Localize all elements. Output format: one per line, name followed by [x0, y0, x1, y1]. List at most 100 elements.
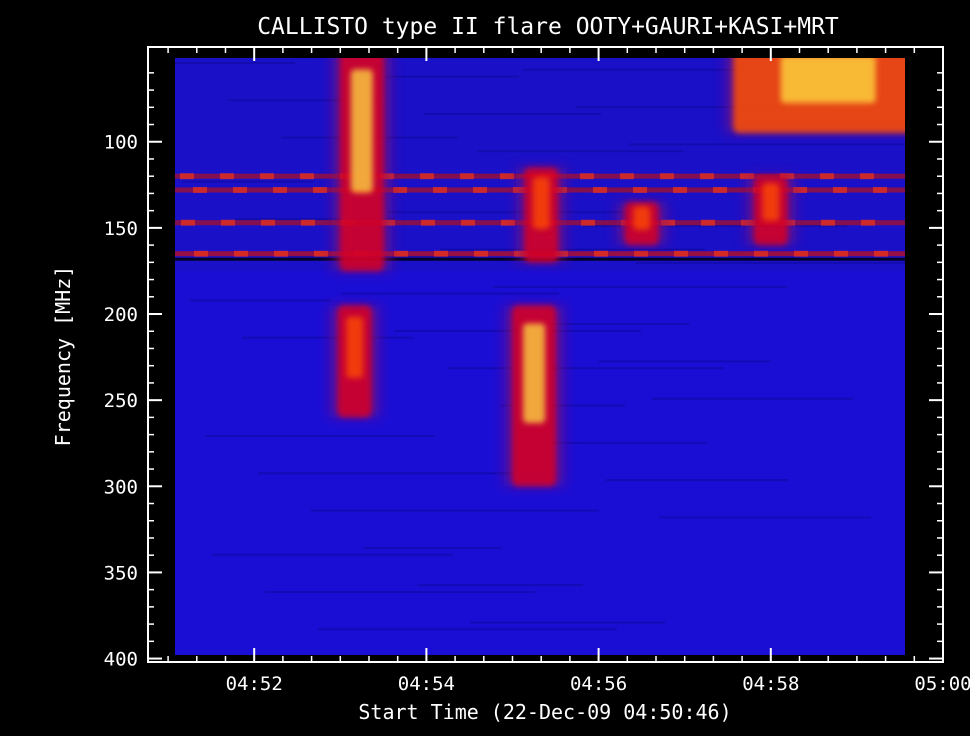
rfi-band-dash: [274, 250, 288, 257]
noise-streak: [652, 397, 853, 400]
y-axis-label: Frequency [MHz]: [51, 266, 75, 447]
noise-streak: [318, 628, 617, 631]
rfi-band-dash: [821, 219, 835, 226]
noise-streak: [440, 248, 705, 251]
noise-streak: [189, 299, 331, 302]
y-tick-label: 200: [104, 304, 138, 326]
rfi-band-dash: [701, 219, 715, 226]
plot-frame: [147, 46, 944, 663]
noise-streak: [553, 441, 707, 444]
noise-streak: [576, 106, 829, 109]
x-axis-label: Start Time (22-Dec-09 04:50:46): [358, 700, 731, 724]
rfi-band-dash: [714, 250, 728, 257]
rfi-band-dash: [593, 186, 607, 193]
noise-streak: [523, 68, 747, 71]
rfi-band-dash: [661, 219, 675, 226]
rfi-band-dash: [834, 250, 848, 257]
burst-core: [346, 316, 364, 379]
rfi-band-dash: [634, 250, 648, 257]
y-tick-label: 150: [104, 218, 138, 240]
x-tick-label: 04:52: [226, 673, 283, 695]
rfi-band-dash: [794, 250, 808, 257]
rfi-band-dash: [873, 186, 887, 193]
rfi-band-dash: [461, 219, 475, 226]
rfi-band-dash: [674, 250, 688, 257]
rfi-band-dash: [673, 186, 687, 193]
noise-streak: [447, 367, 723, 370]
rfi-band-dash: [620, 173, 634, 180]
rfi-band-dash: [433, 186, 447, 193]
rfi-band-dash: [393, 186, 407, 193]
noise-streak: [659, 516, 871, 519]
noise-streak: [636, 262, 905, 265]
rfi-band-dash: [581, 219, 595, 226]
noise-streak: [258, 472, 517, 475]
rfi-band-dash: [421, 219, 435, 226]
rfi-band-dash: [633, 186, 647, 193]
noise-streak: [235, 218, 395, 220]
noise-streak: [424, 112, 601, 115]
y-tick-label: 400: [104, 649, 138, 671]
rfi-band-dash: [700, 173, 714, 180]
burst-core: [523, 323, 546, 423]
x-axis-ticks: 04:52 04:54 04:56 04:58 05:00: [167, 47, 970, 695]
rfi-band-dash: [180, 173, 194, 180]
y-tick-label: 350: [104, 562, 138, 584]
noise-streak: [371, 75, 519, 78]
noise-streak: [477, 150, 683, 153]
rfi-band-dash: [474, 250, 488, 257]
noise-streak: [311, 509, 599, 512]
burst-core: [780, 58, 876, 103]
noise-streak: [212, 553, 453, 556]
noise-streak: [493, 285, 787, 288]
x-tick-label: 04:56: [570, 673, 627, 695]
rfi-band-dash: [313, 186, 327, 193]
noise-streak: [341, 292, 559, 295]
burst-core: [762, 183, 780, 221]
noise-streak: [242, 336, 413, 339]
x-tick-label: 04:54: [398, 673, 455, 695]
rfi-band-dash: [314, 250, 328, 257]
noise-streak: [175, 62, 295, 64]
rfi-band-dash: [181, 219, 195, 226]
burst-core: [532, 177, 550, 230]
noise-streak: [470, 621, 665, 624]
rfi-band-dash: [874, 250, 888, 257]
burst-core: [350, 69, 373, 193]
noise-streak: [599, 360, 771, 363]
noise-streak: [182, 180, 313, 183]
rfi-band-dash: [221, 219, 235, 226]
rfi-band-dash: [234, 250, 248, 257]
noise-streak: [265, 591, 535, 593]
rfi-band-dash: [193, 186, 207, 193]
burst-core: [633, 206, 651, 231]
rfi-band-dash: [273, 186, 287, 193]
rfi-band-dash: [194, 250, 208, 257]
noise-streak: [364, 546, 501, 549]
rfi-band-dash: [713, 186, 727, 193]
rfi-band-dash: [501, 219, 515, 226]
y-tick-label: 250: [104, 390, 138, 412]
noise-streak: [205, 435, 435, 437]
rfi-band-dash: [793, 186, 807, 193]
x-tick-label: 05:00: [914, 673, 970, 695]
noise-streak: [387, 211, 623, 214]
burst-features: [329, 58, 905, 487]
y-tick-label: 100: [104, 132, 138, 154]
rfi-band-dash: [820, 173, 834, 180]
rfi-band-dash: [473, 186, 487, 193]
rfi-band-dash: [754, 250, 768, 257]
x-tick-label: 04:58: [742, 673, 799, 695]
y-axis-ticks: 100 150 200 250 300 350 400: [104, 72, 943, 671]
rfi-band-dash: [460, 173, 474, 180]
chart-title: CALLISTO type II flare OOTY+GAURI+KASI+M…: [257, 14, 839, 40]
rfi-band-dash: [233, 186, 247, 193]
rfi-band-dash: [220, 173, 234, 180]
rfi-band-dash: [261, 219, 275, 226]
noise-streak: [228, 99, 377, 102]
noise-streak: [583, 224, 847, 227]
noise-streak: [606, 479, 789, 482]
noise-streak: [629, 143, 905, 146]
noise-streak: [417, 584, 583, 587]
